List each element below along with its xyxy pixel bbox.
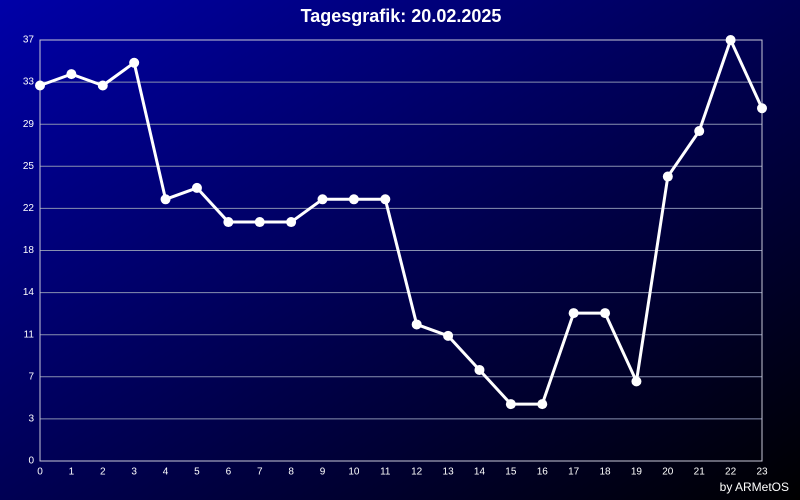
x-tick-label: 15 bbox=[505, 467, 517, 478]
point bbox=[223, 217, 234, 228]
line bbox=[39, 38, 764, 406]
x-tick-label: 5 bbox=[194, 467, 200, 478]
y-tick-label: 14 bbox=[23, 287, 35, 298]
x-tick-label: 20 bbox=[662, 467, 674, 478]
x-tick-label: 6 bbox=[226, 467, 232, 478]
point bbox=[129, 57, 140, 68]
x-tick-label: 0 bbox=[37, 467, 43, 478]
chart-title: Tagesgrafik: 20.02.2025 bbox=[301, 6, 502, 26]
y-tick-label: 33 bbox=[23, 77, 35, 88]
x-tick-label: 2 bbox=[100, 467, 106, 478]
x-tick-label: 17 bbox=[568, 467, 580, 478]
x-tick-label: 7 bbox=[257, 467, 263, 478]
point bbox=[286, 217, 297, 228]
x-tick-label: 3 bbox=[131, 467, 137, 478]
point bbox=[348, 194, 359, 205]
point bbox=[97, 80, 108, 91]
point bbox=[317, 194, 328, 205]
point bbox=[160, 194, 171, 205]
x-tick-label: 16 bbox=[537, 467, 549, 478]
y-tick-label: 37 bbox=[23, 35, 35, 46]
point bbox=[474, 364, 485, 375]
y-tick-label: 11 bbox=[24, 329, 35, 340]
point bbox=[725, 35, 736, 45]
point bbox=[600, 308, 611, 319]
point bbox=[35, 80, 45, 91]
y-tick-label: 18 bbox=[23, 245, 35, 256]
x-tick-label: 1 bbox=[69, 467, 75, 478]
x-tick-label: 12 bbox=[411, 467, 423, 478]
point bbox=[191, 182, 202, 193]
point bbox=[568, 308, 579, 319]
x-tick-label: 22 bbox=[725, 467, 737, 478]
x-tick-label: 4 bbox=[163, 467, 169, 478]
x-tick-label: 19 bbox=[631, 467, 643, 478]
point bbox=[505, 399, 516, 410]
point bbox=[411, 319, 422, 330]
x-tick-label: 23 bbox=[756, 467, 768, 478]
point bbox=[757, 103, 767, 114]
x-tick-label: 18 bbox=[599, 467, 611, 478]
x-tick-label: 11 bbox=[380, 467, 391, 478]
point bbox=[380, 194, 391, 205]
y-tick-label: 3 bbox=[28, 414, 34, 425]
y-tick-label: 29 bbox=[23, 119, 35, 130]
point bbox=[66, 69, 77, 80]
point bbox=[662, 171, 673, 182]
y-tick-label: 22 bbox=[23, 203, 35, 214]
x-tick-label: 10 bbox=[348, 467, 360, 478]
point bbox=[254, 217, 265, 228]
point bbox=[537, 399, 548, 410]
x-tick-label: 13 bbox=[443, 467, 455, 478]
y-tick-label: 0 bbox=[28, 456, 34, 467]
y-tick-label: 25 bbox=[23, 161, 35, 172]
x-tick-label: 9 bbox=[320, 467, 326, 478]
x-tick-label: 14 bbox=[474, 467, 486, 478]
point bbox=[443, 330, 454, 341]
plot-frame bbox=[39, 39, 763, 462]
x-tick-label: 21 bbox=[694, 467, 706, 478]
y-tick-label: 7 bbox=[28, 371, 34, 382]
point bbox=[694, 126, 705, 137]
credit: by ARMetOS bbox=[720, 480, 789, 494]
point bbox=[631, 376, 642, 387]
x-tick-label: 8 bbox=[288, 467, 294, 478]
